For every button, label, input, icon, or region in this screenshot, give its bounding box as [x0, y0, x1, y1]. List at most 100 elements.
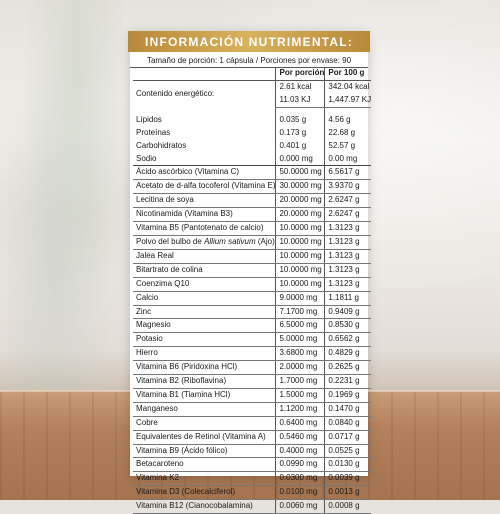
nutrient-per-serving: 20.0000 mg	[275, 193, 325, 209]
nutrient-per-100g: 0.2625 g	[324, 360, 372, 376]
macro-row: Lípidos 0.035 g 4.56 g	[133, 113, 372, 127]
nutrient-name: Betacaroteno	[133, 457, 276, 473]
nutrient-name: Vitamina B1 (Tiamina HCl)	[133, 388, 276, 403]
nutrient-name: Coenzima Q10	[133, 277, 276, 292]
macro-name: Sodio	[133, 152, 276, 167]
nutrient-row: Nicotinamida (Vitamina B3) 20.0000 mg 2.62…	[133, 207, 372, 223]
nutrient-name: Vitamina D3 (Colecalciferol)	[133, 485, 276, 501]
nutrient-per-serving: 3.6800 mg	[275, 346, 325, 362]
nutrient-per-serving: 50.0000 mg	[275, 165, 325, 181]
nutrition-table: Por porción Por 100 g Contenido energéti…	[133, 67, 372, 514]
header-per-100g: Por 100 g	[324, 67, 372, 81]
nutrient-row: Cobre 0.6400 mg 0.0840 g	[133, 416, 372, 431]
nutrient-name: Vitamina B9 (Ácido fólico)	[133, 444, 276, 459]
nutrient-name: Magnesio	[133, 318, 276, 334]
nutrient-name: Vitamina B2 (Riboflavina)	[133, 374, 276, 389]
macro-row: Carbohidratos 0.401 g 52.57 g	[133, 139, 372, 153]
nutrient-per-100g: 0.0840 g	[324, 416, 372, 431]
nutrient-per-serving: 0.6400 mg	[275, 416, 325, 431]
nutrient-row: Vitamina D3 (Colecalciferol) 0.0100 mg 0.0…	[133, 485, 372, 501]
nutrient-row: Bitartrato de colina 10.0000 mg 1.3123 g	[133, 263, 372, 278]
nutrient-per-100g: 6.5617 g	[324, 165, 372, 181]
macro-per-100g: 52.57 g	[324, 139, 372, 153]
macro-row: Proteínas 0.173 g 22.68 g	[133, 126, 372, 140]
nutrient-name: Calcio	[133, 291, 276, 306]
nutrient-name: Zinc	[133, 305, 276, 320]
nutrient-per-serving: 10.0000 mg	[275, 221, 325, 236]
nutrient-per-100g: 0.0717 g	[324, 430, 372, 445]
macro-per-100g: 0.00 mg	[324, 152, 372, 167]
nutrient-row: Jalea Real 10.0000 mg 1.3123 g	[133, 249, 372, 264]
macro-per-serving: 0.173 g	[275, 126, 325, 140]
background-plant	[8, 0, 123, 400]
table-header-row: Por porción Por 100 g	[133, 67, 372, 81]
nutrient-row: Hierro 3.6800 mg 0.4829 g	[133, 346, 372, 362]
macro-name: Proteínas	[136, 127, 171, 137]
nutrient-row: Vitamina B9 (Ácido fólico) 0.4000 mg 0.052…	[133, 444, 372, 459]
nutrient-per-100g: 0.4829 g	[324, 346, 372, 362]
nutrient-name-italic: Allium sativum	[204, 236, 256, 246]
nutrient-per-100g: 0.0039 g	[324, 471, 372, 487]
nutrient-row: Coenzima Q10 10.0000 mg 1.3123 g	[133, 277, 372, 292]
macro-name: Lípidos	[136, 114, 162, 124]
nutrient-per-100g: 0.8530 g	[324, 318, 372, 334]
nutrient-per-serving: 0.0990 mg	[275, 457, 325, 473]
nutrient-row: Potasio 5.0000 mg 0.6562 g	[133, 332, 372, 348]
macro-per-serving: 0.000 mg	[275, 152, 325, 167]
nutrient-name: Vitamina B6 (Piridoxina HCl)	[133, 360, 276, 376]
macro-name: Carbohidratos	[136, 140, 187, 150]
nutrient-row: Lecitina de soya 20.0000 mg 2.6247 g	[133, 193, 372, 209]
nutrient-row: Vitamina B2 (Riboflavina) 1.7000 mg 0.2231…	[133, 374, 372, 389]
nutrient-per-100g: 0.6562 g	[324, 332, 372, 348]
nutrient-row: Vitamina B12 (Cianocobalamina) 0.0060 mg 0…	[133, 499, 372, 514]
macro-row: Sodio 0.000 mg 0.00 mg	[133, 152, 372, 167]
nutrient-per-serving: 2.0000 mg	[275, 360, 325, 376]
nutrient-per-100g: 1.3123 g	[324, 221, 372, 236]
spacer-cell	[324, 107, 372, 114]
energy-row-kj: 11.03 KJ 1,447.97 KJ	[133, 93, 372, 108]
nutrition-title: INFORMACIÓN NUTRIMENTAL:	[128, 31, 370, 52]
nutrient-per-serving: 10.0000 mg	[275, 249, 325, 264]
nutrient-per-100g: 0.0525 g	[324, 444, 372, 459]
nutrient-per-serving: 5.0000 mg	[275, 332, 325, 348]
nutrient-name: Vitamina K2	[133, 471, 276, 487]
nutrient-per-serving: 0.0100 mg	[275, 485, 325, 501]
nutrient-per-serving: 10.0000 mg	[275, 235, 325, 250]
macro-per-serving: 0.401 g	[275, 139, 325, 153]
nutrient-name: Lecitina de soya	[133, 193, 276, 209]
nutrient-per-serving: 0.0060 mg	[275, 499, 325, 514]
macro-per-serving: 0.035 g	[275, 113, 325, 127]
energy-row-kcal: Contenido energético: 2.61 kcal 342.04 k…	[133, 80, 372, 98]
nutrient-name: Potasio	[133, 332, 276, 348]
energy-kj-100g: 1,447.97 KJ	[324, 93, 372, 108]
nutrient-row: Equivalentes de Retinol (Vitamina A) 0.54…	[133, 430, 372, 445]
nutrient-row: Vitamina B6 (Piridoxina HCl) 2.0000 mg 0.2…	[133, 360, 372, 376]
nutrient-per-serving: 1.7000 mg	[275, 374, 325, 389]
nutrient-per-serving: 6.5000 mg	[275, 318, 325, 334]
nutrient-name: Ácido ascórbico (Vitamina C)	[133, 165, 276, 181]
nutrient-per-100g: 0.2231 g	[324, 374, 372, 389]
nutrient-per-serving: 0.5460 mg	[275, 430, 325, 445]
header-blank	[133, 67, 276, 81]
nutrient-name: Bitartrato de colina	[133, 263, 276, 278]
nutrient-per-100g: 1.1811 g	[324, 291, 372, 306]
nutrient-per-serving: 0.0300 mg	[275, 471, 325, 487]
nutrient-per-serving: 30.0000 mg	[275, 179, 325, 195]
nutrient-per-serving: 10.0000 mg	[275, 277, 325, 292]
energy-kcal-serving: 2.61 kcal	[275, 80, 325, 94]
nutrient-per-100g: 1.3123 g	[324, 249, 372, 264]
nutrient-row: Magnesio 6.5000 mg 0.8530 g	[133, 318, 372, 334]
spacer-row	[133, 107, 372, 114]
nutrient-name: Polvo del bulbo de Allium sativum (Ajo)	[133, 235, 276, 250]
nutrient-name: Cobre	[133, 416, 276, 431]
nutrient-name: Manganeso	[133, 402, 276, 417]
nutrient-per-100g: 0.9409 g	[324, 305, 372, 320]
nutrient-row: Polvo del bulbo de Allium sativum (Ajo) 1…	[133, 235, 372, 250]
nutrient-name: Vitamina B5 (Pantotenato de calcio)	[133, 221, 276, 236]
nutrient-per-100g: 0.0008 g	[324, 499, 372, 514]
nutrient-per-100g: 0.1470 g	[324, 402, 372, 417]
spacer-cell	[275, 107, 325, 114]
nutrient-name: Vitamina B12 (Cianocobalamina)	[133, 499, 276, 514]
nutrient-per-100g: 2.6247 g	[324, 193, 372, 209]
nutrient-name-suffix: (Ajo)	[255, 236, 275, 246]
